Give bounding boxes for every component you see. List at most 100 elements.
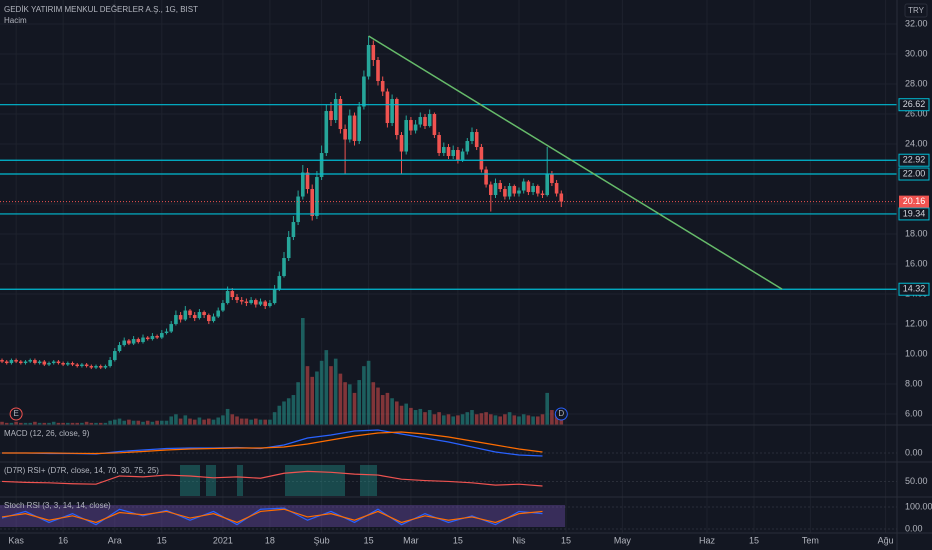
volume-bar [526,415,531,425]
candle-body [554,183,559,194]
candle-body [376,60,380,82]
candle-body [371,45,376,61]
volume-bar [301,318,305,425]
volume-bar [258,419,263,425]
candle-body [460,151,465,161]
volume-bar [286,398,291,425]
y-tick-label: 24.00 [905,138,928,148]
candle-body [503,189,507,197]
volume-bar [66,422,70,425]
candle-body [84,364,89,367]
x-tick-label: Kas [8,535,24,545]
volume-bar [324,350,329,425]
volume-bar [127,419,131,425]
x-tick-label: Ara [108,535,122,545]
candle-body [282,258,286,277]
y-tick-label: 12.00 [905,318,928,328]
candle-body [310,189,315,217]
candle-body [56,361,61,364]
volume-bar [207,418,211,425]
volume-bar [550,410,554,425]
candle-body [474,132,479,148]
candle-body [108,360,112,367]
level-label-box [898,167,930,181]
volume-bar [442,415,446,425]
candle-body [28,360,33,362]
volume-bar [446,414,451,425]
candle-body [89,366,94,368]
candle-body [207,315,211,322]
indicator-label: Stoch RSI (3, 3, 14, 14, close) [4,501,111,510]
volume-bar [352,392,357,425]
candle-body [141,337,145,343]
x-tick-label: May [614,535,632,545]
candle-body [122,340,127,346]
candle-body [296,196,300,223]
volume-bar [89,422,94,425]
volume-bar [460,414,465,425]
indicator-tick-label: 50.00 [905,476,928,486]
y-tick-label: 30.00 [905,48,928,58]
volume-bar [277,405,282,425]
candle-body [188,310,192,316]
currency-box[interactable] [904,3,928,18]
candle-body [249,300,253,304]
level-label: 19.34 [903,208,926,218]
candle-body [380,81,385,92]
volume-bar [37,422,42,425]
rsi-zone [285,465,345,496]
volume-bar [61,422,65,425]
volume-bar [366,360,371,425]
candle-body [254,300,258,305]
candle-body [512,186,517,194]
volume-bar [456,415,460,425]
candle-body [98,366,103,368]
event-marker[interactable] [9,407,23,421]
volume-bar [42,422,47,425]
candle-body [352,115,357,142]
indicator-tick-label: 0.00 [905,523,923,533]
volume-bar [451,416,455,425]
indicator-tick-label: 0.00 [905,447,923,457]
volume-bar [554,414,559,425]
trendline[interactable] [368,35,783,290]
candle-body [437,135,441,154]
candle-body [150,336,155,340]
candle-body [155,336,159,338]
candle-body [531,186,535,193]
candle-body [103,366,108,368]
candle-body [404,120,409,152]
volume-bar [291,395,296,425]
candle-body [319,153,324,178]
volume-bar [357,380,362,425]
volume-bar [197,417,202,425]
x-tick-label: 18 [265,535,275,545]
volume-bar [263,419,268,425]
volume-bar [432,414,437,425]
candle-body [315,177,319,217]
candle-body [169,324,174,332]
volume-bar [150,421,155,425]
volume-bar [380,395,385,425]
candle-body [550,174,554,184]
volume-bar [188,418,192,425]
candle-body [70,363,75,365]
candle-body [366,45,371,77]
candle-body [390,99,394,124]
candle-body [493,183,498,196]
candle-body [385,91,390,124]
candle-body [183,310,188,320]
candle-body [348,115,352,140]
volume-bar [19,422,23,425]
candle-body [423,117,427,127]
candle-body [202,312,206,316]
x-tick-label: Mar [403,535,419,545]
y-tick-label: 28.00 [905,78,928,88]
volume-bar [75,422,80,425]
event-marker[interactable] [554,407,568,421]
x-tick-label: Şub [314,535,330,545]
x-tick-label: 15 [561,535,571,545]
volume-bar [305,366,310,425]
volume-bar [409,407,413,425]
volume-bar [47,422,51,425]
